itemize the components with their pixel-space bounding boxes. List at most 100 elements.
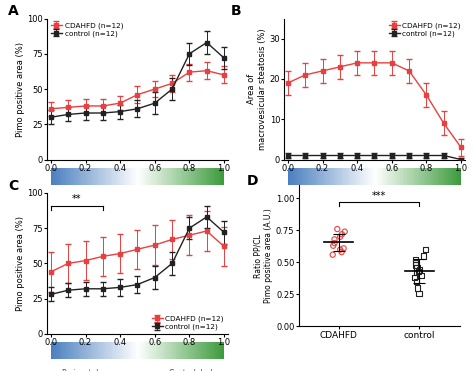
Bar <box>408 168 409 185</box>
Text: Centrolobular: Centrolobular <box>406 195 458 204</box>
Bar <box>189 342 190 359</box>
Bar <box>322 168 323 185</box>
Bar <box>146 168 147 185</box>
Text: Centrolobular: Centrolobular <box>169 369 221 371</box>
Point <box>329 252 337 258</box>
Bar <box>52 168 53 185</box>
Bar <box>454 168 455 185</box>
Bar <box>196 342 197 359</box>
Bar <box>96 168 97 185</box>
Bar <box>163 342 164 359</box>
Bar <box>92 168 93 185</box>
Bar <box>388 168 389 185</box>
Bar <box>153 342 154 359</box>
Bar <box>174 342 175 359</box>
Bar <box>113 342 114 359</box>
Bar <box>347 168 348 185</box>
Bar <box>182 168 183 185</box>
Bar <box>361 168 362 185</box>
Bar <box>354 168 355 185</box>
Bar <box>51 168 52 185</box>
Bar <box>397 168 398 185</box>
Bar <box>291 168 292 185</box>
Bar <box>148 342 149 359</box>
Bar <box>79 168 80 185</box>
Bar <box>363 168 364 185</box>
Bar <box>442 168 443 185</box>
Bar <box>320 168 321 185</box>
Bar <box>369 168 370 185</box>
Bar <box>332 168 333 185</box>
Bar <box>372 168 373 185</box>
Bar <box>58 168 59 185</box>
Bar <box>80 342 81 359</box>
Bar <box>410 168 411 185</box>
Bar <box>440 168 441 185</box>
Bar <box>450 168 451 185</box>
Bar <box>457 168 458 185</box>
Bar <box>87 342 88 359</box>
Bar <box>215 168 216 185</box>
Bar <box>324 168 325 185</box>
Bar <box>401 168 402 185</box>
Bar <box>88 168 89 185</box>
Bar <box>65 342 66 359</box>
Bar <box>59 342 60 359</box>
Bar <box>58 342 59 359</box>
Bar <box>319 168 320 185</box>
Bar <box>178 168 179 185</box>
Bar <box>368 168 369 185</box>
Point <box>329 243 337 249</box>
Bar <box>70 168 71 185</box>
Bar <box>443 168 444 185</box>
Bar <box>127 168 128 185</box>
Bar <box>56 168 57 185</box>
Bar <box>97 342 98 359</box>
Bar <box>156 342 157 359</box>
Bar <box>204 342 205 359</box>
Bar <box>182 342 183 359</box>
Bar <box>170 168 171 185</box>
Point <box>341 229 348 234</box>
Bar <box>323 168 324 185</box>
Point <box>331 236 338 242</box>
Bar <box>151 168 152 185</box>
Bar <box>200 168 201 185</box>
Bar <box>194 342 195 359</box>
Bar <box>329 168 330 185</box>
Bar <box>428 168 429 185</box>
Bar <box>187 342 188 359</box>
Bar <box>81 342 82 359</box>
Bar <box>447 168 448 185</box>
Bar <box>115 342 116 359</box>
Text: **: ** <box>72 194 82 204</box>
Bar <box>370 168 371 185</box>
Bar <box>187 168 188 185</box>
Bar <box>183 342 184 359</box>
Bar <box>217 168 218 185</box>
Bar <box>310 168 311 185</box>
Bar <box>420 168 421 185</box>
Bar <box>177 342 178 359</box>
Bar <box>129 168 130 185</box>
Bar <box>289 168 290 185</box>
Bar <box>63 342 64 359</box>
Bar <box>407 168 408 185</box>
Bar <box>219 168 220 185</box>
Bar <box>399 168 400 185</box>
Bar <box>216 342 217 359</box>
Bar <box>110 342 111 359</box>
Point <box>337 247 344 253</box>
Bar <box>177 168 178 185</box>
Bar <box>180 168 181 185</box>
Bar <box>91 168 92 185</box>
Text: D: D <box>247 174 258 188</box>
Bar <box>356 168 357 185</box>
Bar <box>185 168 186 185</box>
Bar <box>200 342 201 359</box>
Bar <box>113 168 114 185</box>
Bar <box>210 342 211 359</box>
Bar <box>193 342 194 359</box>
Bar <box>197 168 198 185</box>
Bar <box>351 168 352 185</box>
